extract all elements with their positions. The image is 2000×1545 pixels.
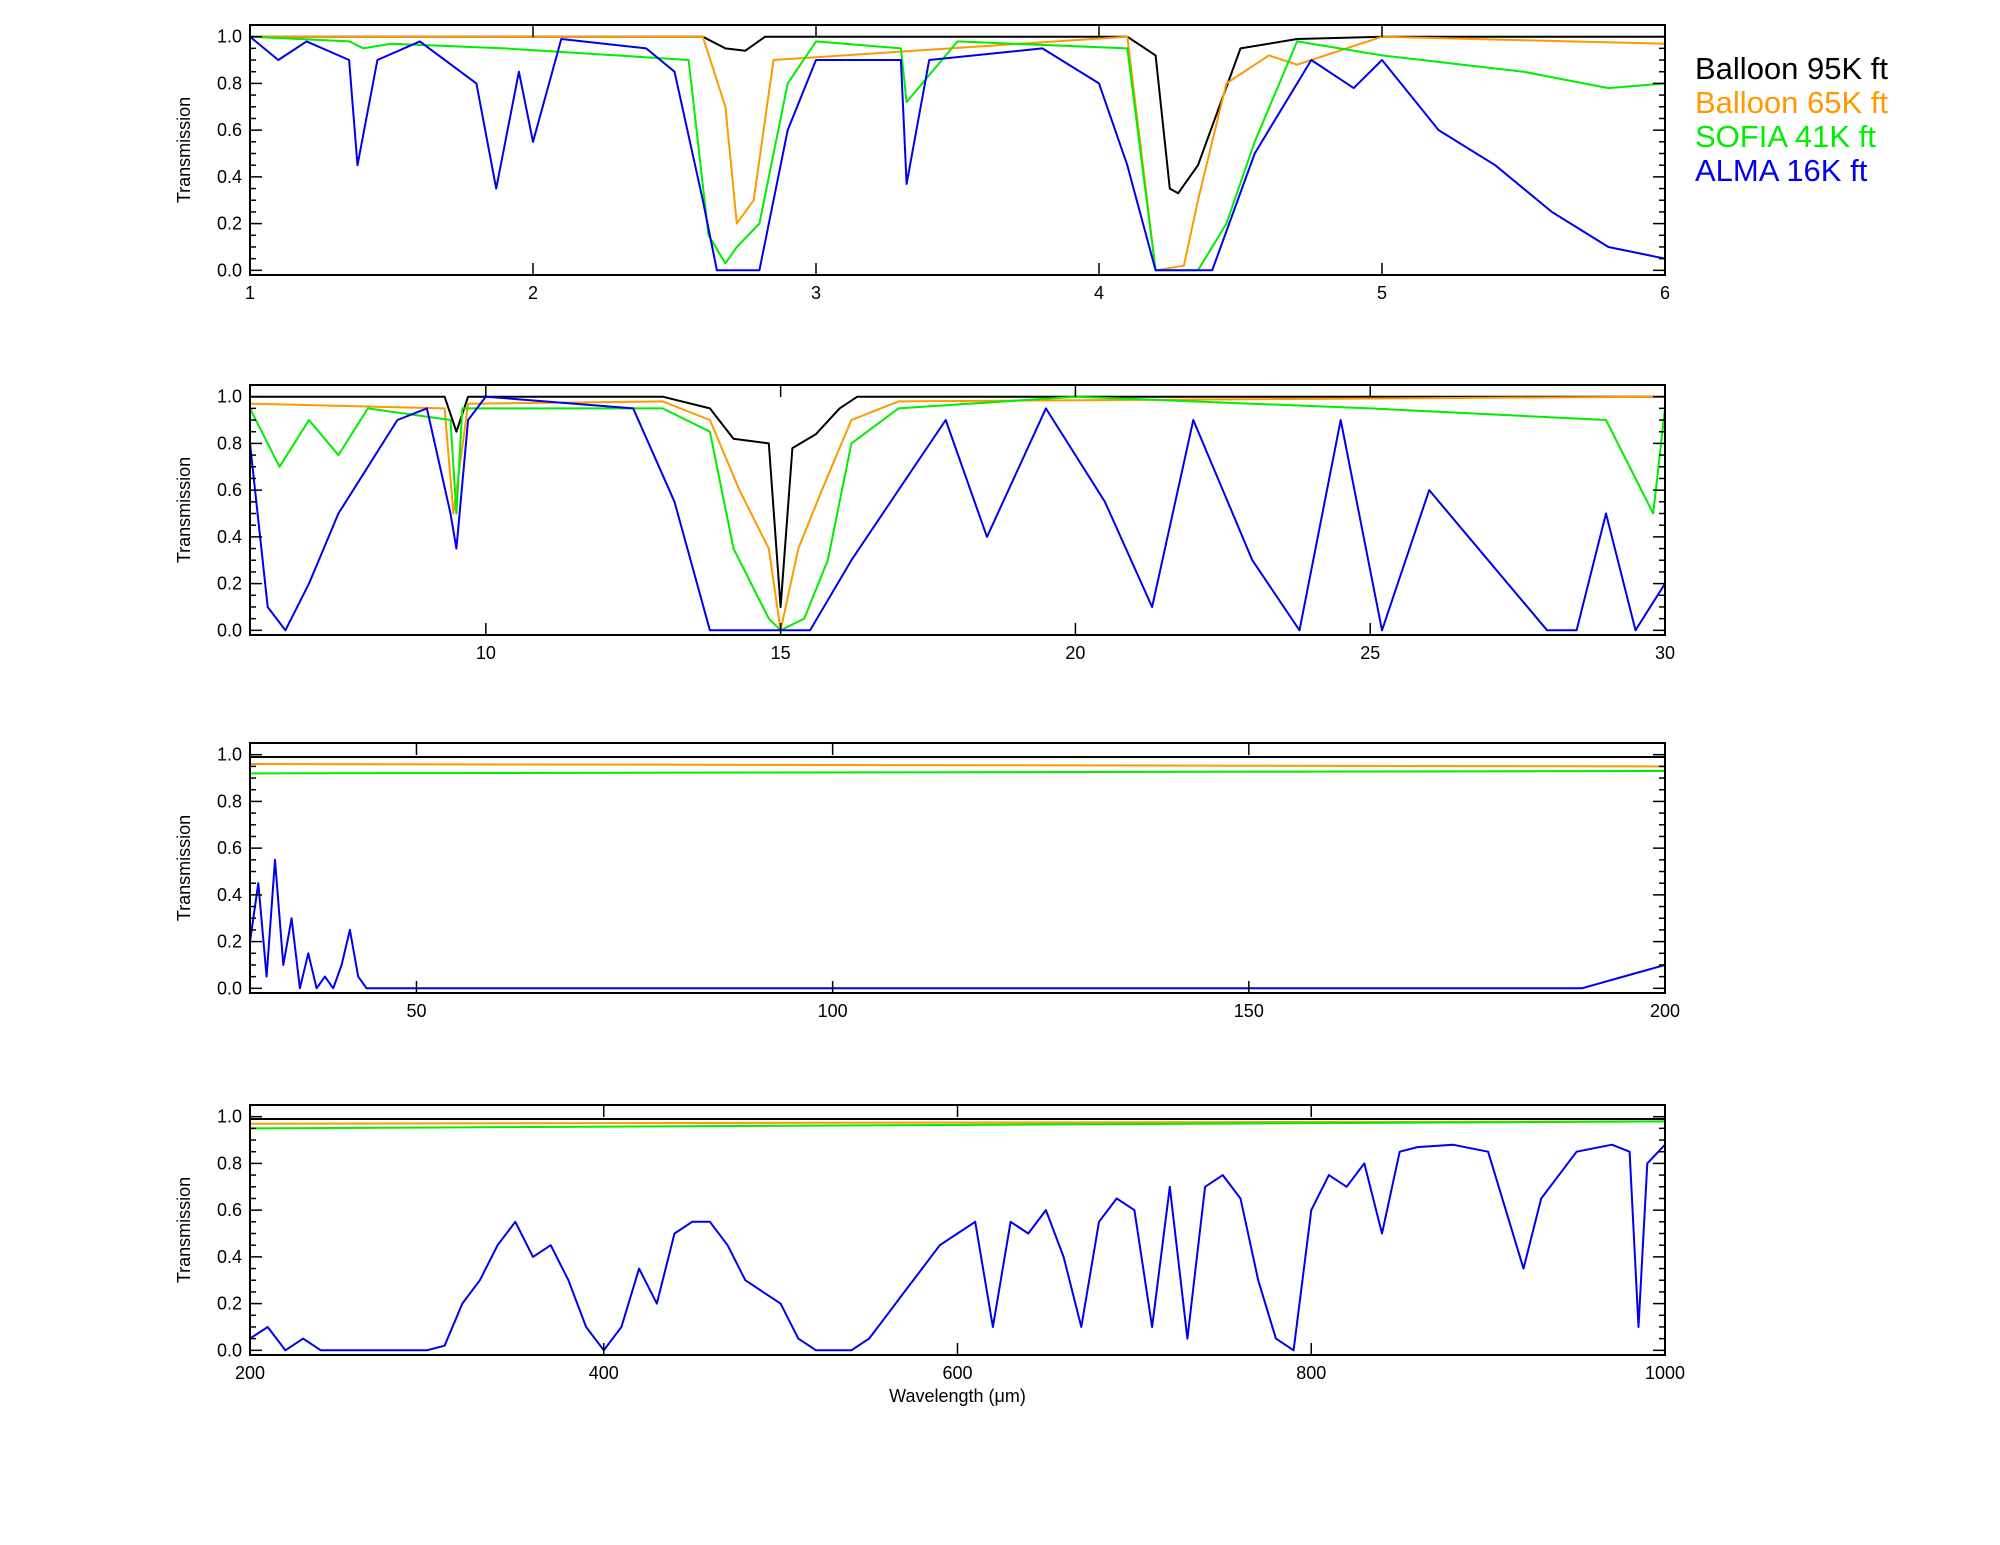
legend-entry-alma-16k: ALMA 16K ft [1695,153,1868,188]
x-tick-label: 150 [1234,1001,1264,1021]
y-tick-label: 0.0 [217,260,242,280]
x-tick-label: 800 [1296,1363,1326,1383]
y-tick-label: 0.0 [217,620,242,640]
x-tick-label: 15 [771,643,791,663]
legend: Balloon 95K ft Balloon 65K ft SOFIA 41K … [1695,52,1995,188]
x-tick-label: 4 [1094,283,1104,303]
legend-entry-balloon-65k: Balloon 65K ft [1695,85,1889,120]
series-line-sofia-41k-ft [250,770,1665,775]
y-tick-label: 0.2 [217,1294,242,1314]
y-tick-label: 0.2 [217,932,242,952]
legend-entry-balloon-95k: Balloon 95K ft [1695,51,1889,86]
y-tick-label: 1.0 [217,1107,242,1127]
x-tick-label: 30 [1655,643,1675,663]
series-line-alma-16k-ft [250,858,1665,990]
series-line-alma-16k-ft [250,35,1665,272]
y-tick-label: 0.8 [217,791,242,811]
series-line-alma-16k-ft [250,395,1665,632]
x-tick-label: 6 [1660,283,1670,303]
series-line-sofia-41k-ft [250,35,1665,272]
y-tick-label: 0.2 [217,574,242,594]
x-tick-label: 200 [235,1363,265,1383]
x-tick-label: 400 [589,1363,619,1383]
panel-frame [249,384,1666,636]
series-line-sofia-41k-ft [250,395,1665,632]
y-tick-label: 0.8 [217,73,242,93]
panel-2: 0.0 0.2 0.4 0.6 0.8 1.0 10 15 20 25 30 Transmission [174,384,1675,663]
y-tick-label: 0.6 [217,480,242,500]
y-tick-label: 0.6 [217,838,242,858]
y-axis-title: Transmission [174,457,194,563]
series-line-sofia-41k-ft [250,1120,1665,1130]
panel-3: 0.0 0.2 0.4 0.6 0.8 1.0 50 100 150 200 Transmissio… [174,742,1680,1021]
series-line-balloon-65k-ft [250,763,1665,768]
y-tick-label: 1.0 [217,27,242,47]
series-line-balloon-95k-ft [250,395,1665,608]
panel-frame [249,24,1666,276]
x-tick-label: 5 [1377,283,1387,303]
y-tick-label: 0.8 [217,433,242,453]
y-tick-label: 0.4 [217,167,242,187]
y-tick-label: 0.6 [217,120,242,140]
x-tick-label: 1 [245,283,255,303]
panel-frame [249,742,1666,994]
x-tick-label: 100 [818,1001,848,1021]
y-tick-label: 0.6 [217,1200,242,1220]
x-tick-label: 50 [406,1001,426,1021]
x-tick-label: 1000 [1645,1363,1685,1383]
y-tick-label: 0.4 [217,885,242,905]
y-tick-label: 0.2 [217,214,242,234]
y-tick-label: 0.0 [217,978,242,998]
x-tick-label: 2 [528,283,538,303]
panel-4: 0.0 0.2 0.4 0.6 0.8 1.0 200 400 600 800 1000 Transm… [174,1104,1685,1406]
series-line-alma-16k-ft [250,1143,1665,1352]
x-tick-label: 600 [942,1363,972,1383]
x-tick-label: 10 [476,643,496,663]
x-tick-label: 20 [1065,643,1085,663]
y-tick-label: 0.0 [217,1340,242,1360]
y-axis-title: Transmission [174,815,194,921]
x-axis-title: Wavelength (μm) [889,1386,1026,1406]
series-line-balloon-95k-ft [250,35,1665,195]
y-tick-label: 0.8 [217,1153,242,1173]
y-tick-label: 1.0 [217,387,242,407]
y-tick-label: 1.0 [217,745,242,765]
x-tick-label: 3 [811,283,821,303]
panel-1: 0.0 0.2 0.4 0.6 0.8 1.0 1 2 3 4 5 6 Transmission [174,24,1670,303]
x-tick-label: 200 [1650,1001,1680,1021]
x-tick-label: 25 [1360,643,1380,663]
legend-entry-sofia-41k: SOFIA 41K ft [1695,119,1876,154]
y-axis-title: Transmission [174,97,194,203]
y-axis-title: Transmission [174,1177,194,1283]
y-tick-label: 0.4 [217,527,242,547]
y-tick-label: 0.4 [217,1247,242,1267]
